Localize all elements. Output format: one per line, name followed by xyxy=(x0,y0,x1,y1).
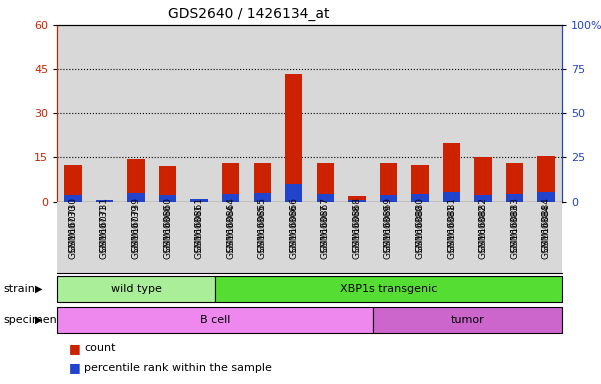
Text: ■: ■ xyxy=(69,342,81,355)
Bar xyxy=(285,73,302,202)
Text: GSM160883: GSM160883 xyxy=(510,204,519,259)
Text: strain: strain xyxy=(3,284,35,294)
Bar xyxy=(96,200,113,202)
Text: GSM160730: GSM160730 xyxy=(69,204,78,259)
Bar xyxy=(317,194,334,202)
Bar xyxy=(373,307,562,333)
Text: GSM160731: GSM160731 xyxy=(100,204,109,259)
Bar xyxy=(537,156,555,202)
Text: GSM160882: GSM160882 xyxy=(478,204,487,258)
Bar xyxy=(57,307,373,333)
Bar xyxy=(506,163,523,202)
Bar xyxy=(380,163,397,202)
Text: GSM160864: GSM160864 xyxy=(226,204,235,258)
Text: GSM160739: GSM160739 xyxy=(132,204,141,259)
Text: GSM160869: GSM160869 xyxy=(384,204,393,259)
Bar xyxy=(411,165,429,202)
Text: XBP1s transgenic: XBP1s transgenic xyxy=(340,284,437,294)
Text: GSM160881: GSM160881 xyxy=(447,204,456,259)
Bar xyxy=(222,163,239,202)
Bar xyxy=(254,193,271,202)
Text: percentile rank within the sample: percentile rank within the sample xyxy=(84,363,272,373)
Bar xyxy=(159,166,176,202)
Bar xyxy=(474,157,492,202)
Text: ■: ■ xyxy=(69,361,81,374)
Text: B cell: B cell xyxy=(200,314,230,325)
Bar xyxy=(348,200,365,202)
Text: GSM160860: GSM160860 xyxy=(163,204,172,259)
Text: count: count xyxy=(84,343,115,353)
Bar xyxy=(411,194,429,202)
Bar xyxy=(127,193,145,202)
Bar xyxy=(537,192,555,202)
Bar xyxy=(317,163,334,202)
Bar xyxy=(215,276,562,302)
Text: tumor: tumor xyxy=(450,314,484,325)
Bar xyxy=(474,195,492,202)
Bar xyxy=(443,143,460,202)
Text: ▶: ▶ xyxy=(35,284,42,294)
Text: GSM160880: GSM160880 xyxy=(415,204,424,259)
Bar xyxy=(64,195,82,202)
Bar xyxy=(57,276,215,302)
Text: specimen: specimen xyxy=(3,314,56,325)
Text: GSM160865: GSM160865 xyxy=(258,204,267,259)
Bar xyxy=(191,199,208,202)
Text: wild type: wild type xyxy=(111,284,162,294)
Bar xyxy=(348,196,365,202)
Bar xyxy=(191,199,208,202)
Text: ▶: ▶ xyxy=(35,314,42,325)
Bar xyxy=(443,192,460,202)
Bar xyxy=(506,194,523,202)
Text: GSM160867: GSM160867 xyxy=(321,204,330,259)
Text: GSM160861: GSM160861 xyxy=(195,204,204,259)
Bar xyxy=(127,159,145,202)
Bar xyxy=(285,184,302,202)
Text: GSM160884: GSM160884 xyxy=(542,204,551,258)
Text: GSM160868: GSM160868 xyxy=(352,204,361,259)
Text: GDS2640 / 1426134_at: GDS2640 / 1426134_at xyxy=(168,7,330,22)
Bar xyxy=(159,195,176,202)
Bar xyxy=(254,163,271,202)
Bar xyxy=(96,200,113,202)
Text: GSM160866: GSM160866 xyxy=(289,204,298,259)
Bar xyxy=(380,195,397,202)
Bar xyxy=(222,194,239,202)
Bar xyxy=(64,165,82,202)
